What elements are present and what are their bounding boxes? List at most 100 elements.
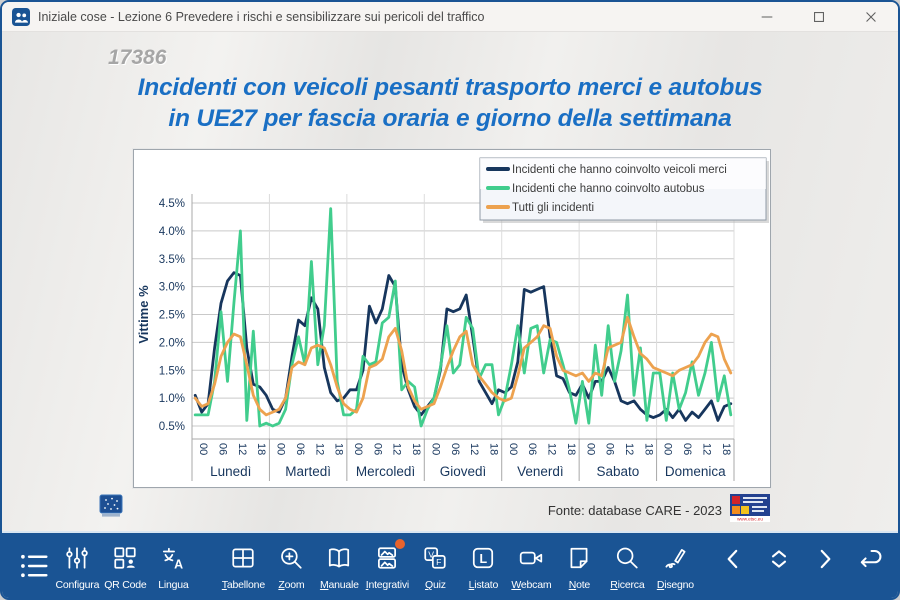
svg-text:12: 12 bbox=[313, 443, 325, 455]
svg-text:00: 00 bbox=[662, 443, 674, 455]
svg-text:00: 00 bbox=[275, 443, 287, 455]
svg-text:06: 06 bbox=[294, 443, 306, 455]
svg-text:Lunedì: Lunedì bbox=[210, 464, 251, 479]
svg-text:Domenica: Domenica bbox=[665, 464, 726, 479]
svg-text:www.etsc.eu: www.etsc.eu bbox=[737, 517, 763, 522]
chart: 0.5% 1.0% 1.5% 2.0% 2.5% 3.0% 3.5% 4.0% 4.5% 00 06… bbox=[133, 149, 771, 488]
translate-icon: A bbox=[160, 545, 186, 576]
eu-mini-logo bbox=[98, 494, 124, 523]
toolbar-item-webcam[interactable]: Webcam bbox=[507, 533, 555, 598]
toolbar-item-zoom[interactable]: Zoom bbox=[267, 533, 315, 598]
svg-text:1.5%: 1.5% bbox=[159, 365, 185, 377]
toolbar-item-ricerca[interactable]: Ricerca bbox=[603, 533, 651, 598]
note-icon bbox=[566, 545, 592, 576]
list-l-icon: L bbox=[470, 545, 496, 576]
toolbar-item-label: Ricerca bbox=[610, 579, 645, 591]
svg-text:18: 18 bbox=[255, 443, 267, 455]
svg-text:12: 12 bbox=[236, 443, 248, 455]
svg-text:06: 06 bbox=[681, 443, 693, 455]
search-icon bbox=[614, 545, 640, 576]
svg-text:00: 00 bbox=[352, 443, 364, 455]
webcam-icon bbox=[518, 545, 544, 576]
toolbar-item-quiz[interactable]: V F Quiz bbox=[411, 533, 459, 598]
maximize-icon[interactable] bbox=[810, 8, 828, 26]
close-icon[interactable] bbox=[862, 8, 880, 26]
svg-text:18: 18 bbox=[488, 443, 500, 455]
svg-text:4.5%: 4.5% bbox=[159, 198, 185, 210]
svg-text:3.0%: 3.0% bbox=[159, 282, 185, 294]
slide-title-line2: in UE27 per fascia oraria e giorno della… bbox=[168, 105, 732, 132]
menu-list-icon[interactable] bbox=[14, 533, 53, 598]
images-icon bbox=[374, 545, 400, 576]
chevrons-up-down-icon bbox=[766, 546, 792, 577]
toolbar-item-integrativi[interactable]: Integrativi bbox=[363, 533, 411, 598]
svg-text:Vittime %: Vittime % bbox=[136, 285, 151, 344]
svg-text:Sabato: Sabato bbox=[596, 464, 639, 479]
pen-icon bbox=[662, 545, 688, 576]
toolbar-item-disegno[interactable]: Disegno bbox=[651, 533, 699, 598]
svg-text:18: 18 bbox=[410, 443, 422, 455]
toolbar-item-label: Configura bbox=[55, 579, 100, 591]
svg-text:Martedì: Martedì bbox=[285, 464, 331, 479]
svg-text:18: 18 bbox=[720, 443, 732, 455]
toolbar-item-note[interactable]: Note bbox=[555, 533, 603, 598]
svg-text:00: 00 bbox=[584, 443, 596, 455]
svg-text:Giovedì: Giovedì bbox=[440, 464, 487, 479]
toolbar-item-label: Tabellone bbox=[221, 579, 265, 591]
notification-badge bbox=[395, 539, 406, 549]
toolbar-item-manuale[interactable]: Manuale bbox=[315, 533, 363, 598]
toolbar-item-label: Lingua bbox=[158, 579, 189, 591]
toolbar-item-lingua[interactable]: A Lingua bbox=[149, 533, 197, 598]
titlebar: Iniziale cose - Lezione 6 Prevedere i ri… bbox=[2, 2, 898, 32]
return-arrow-icon bbox=[858, 546, 884, 577]
toolbar-item-label: Quiz bbox=[424, 579, 446, 591]
window-controls bbox=[758, 8, 888, 26]
svg-text:06: 06 bbox=[449, 443, 461, 455]
slide-title-line1: Incidenti con veicoli pesanti trasporto … bbox=[137, 74, 763, 101]
nav-updown-button[interactable] bbox=[756, 546, 802, 585]
toolbar-item-qrcode[interactable]: QR Code bbox=[101, 533, 149, 598]
svg-text:A: A bbox=[174, 557, 183, 571]
svg-text:12: 12 bbox=[623, 443, 635, 455]
svg-text:Incidenti che hanno coinvolto: Incidenti che hanno coinvolto veicoli me… bbox=[512, 164, 727, 176]
svg-text:12: 12 bbox=[468, 443, 480, 455]
chevron-right-icon bbox=[812, 546, 838, 577]
svg-text:18: 18 bbox=[333, 443, 345, 455]
svg-text:Tutti gli incidenti: Tutti gli incidenti bbox=[512, 202, 594, 214]
toolbar-item-label: Zoom bbox=[278, 579, 305, 591]
zoom-in-icon bbox=[278, 545, 304, 576]
toolbar-item-listato[interactable]: L Listato bbox=[459, 533, 507, 598]
svg-text:06: 06 bbox=[604, 443, 616, 455]
slide-number: 17386 bbox=[108, 46, 167, 69]
people-icon bbox=[12, 7, 30, 26]
source-row: Fonte: database CARE - 2023 www.etsc.eu bbox=[548, 494, 770, 527]
svg-text:Incidenti che hanno coinvolto: Incidenti che hanno coinvolto autobus bbox=[512, 183, 705, 195]
toolbar-item-label: Listato bbox=[468, 579, 499, 591]
minimize-icon[interactable] bbox=[758, 8, 776, 26]
nav-next-button[interactable] bbox=[802, 546, 848, 585]
slide-title: Incidenti con veicoli pesanti trasporto … bbox=[2, 72, 898, 134]
toolbar-item-label: Note bbox=[568, 579, 591, 591]
svg-text:Venerdì: Venerdì bbox=[517, 464, 564, 479]
toolbar-item-label: QR Code bbox=[104, 579, 147, 591]
svg-text:4.0%: 4.0% bbox=[159, 226, 185, 238]
svg-text:00: 00 bbox=[429, 443, 441, 455]
slide-area: 17386 Incidenti con veicoli pesanti tras… bbox=[2, 32, 898, 533]
toolbar-item-label: Disegno bbox=[656, 579, 694, 591]
qr-code-icon bbox=[112, 545, 138, 576]
svg-text:00: 00 bbox=[197, 443, 209, 455]
toolbar-item-tabellone[interactable]: Tabellone bbox=[219, 533, 267, 598]
toolbar-items: Configura QR Code A Lingua Tabellone Zoom … bbox=[53, 533, 699, 598]
svg-text:12: 12 bbox=[391, 443, 403, 455]
nav-prev-button[interactable] bbox=[710, 546, 756, 585]
line-chart: 0.5% 1.0% 1.5% 2.0% 2.5% 3.0% 3.5% 4.0% 4.5% 00 06… bbox=[136, 157, 769, 481]
svg-text:06: 06 bbox=[371, 443, 383, 455]
bottom-toolbar: Configura QR Code A Lingua Tabellone Zoom … bbox=[2, 533, 898, 598]
nav-return-button[interactable] bbox=[848, 546, 894, 585]
svg-text:18: 18 bbox=[642, 443, 654, 455]
book-icon bbox=[326, 545, 352, 576]
svg-text:18: 18 bbox=[565, 443, 577, 455]
toolbar-item-configura[interactable]: Configura bbox=[53, 533, 101, 598]
grid-icon bbox=[230, 545, 256, 576]
